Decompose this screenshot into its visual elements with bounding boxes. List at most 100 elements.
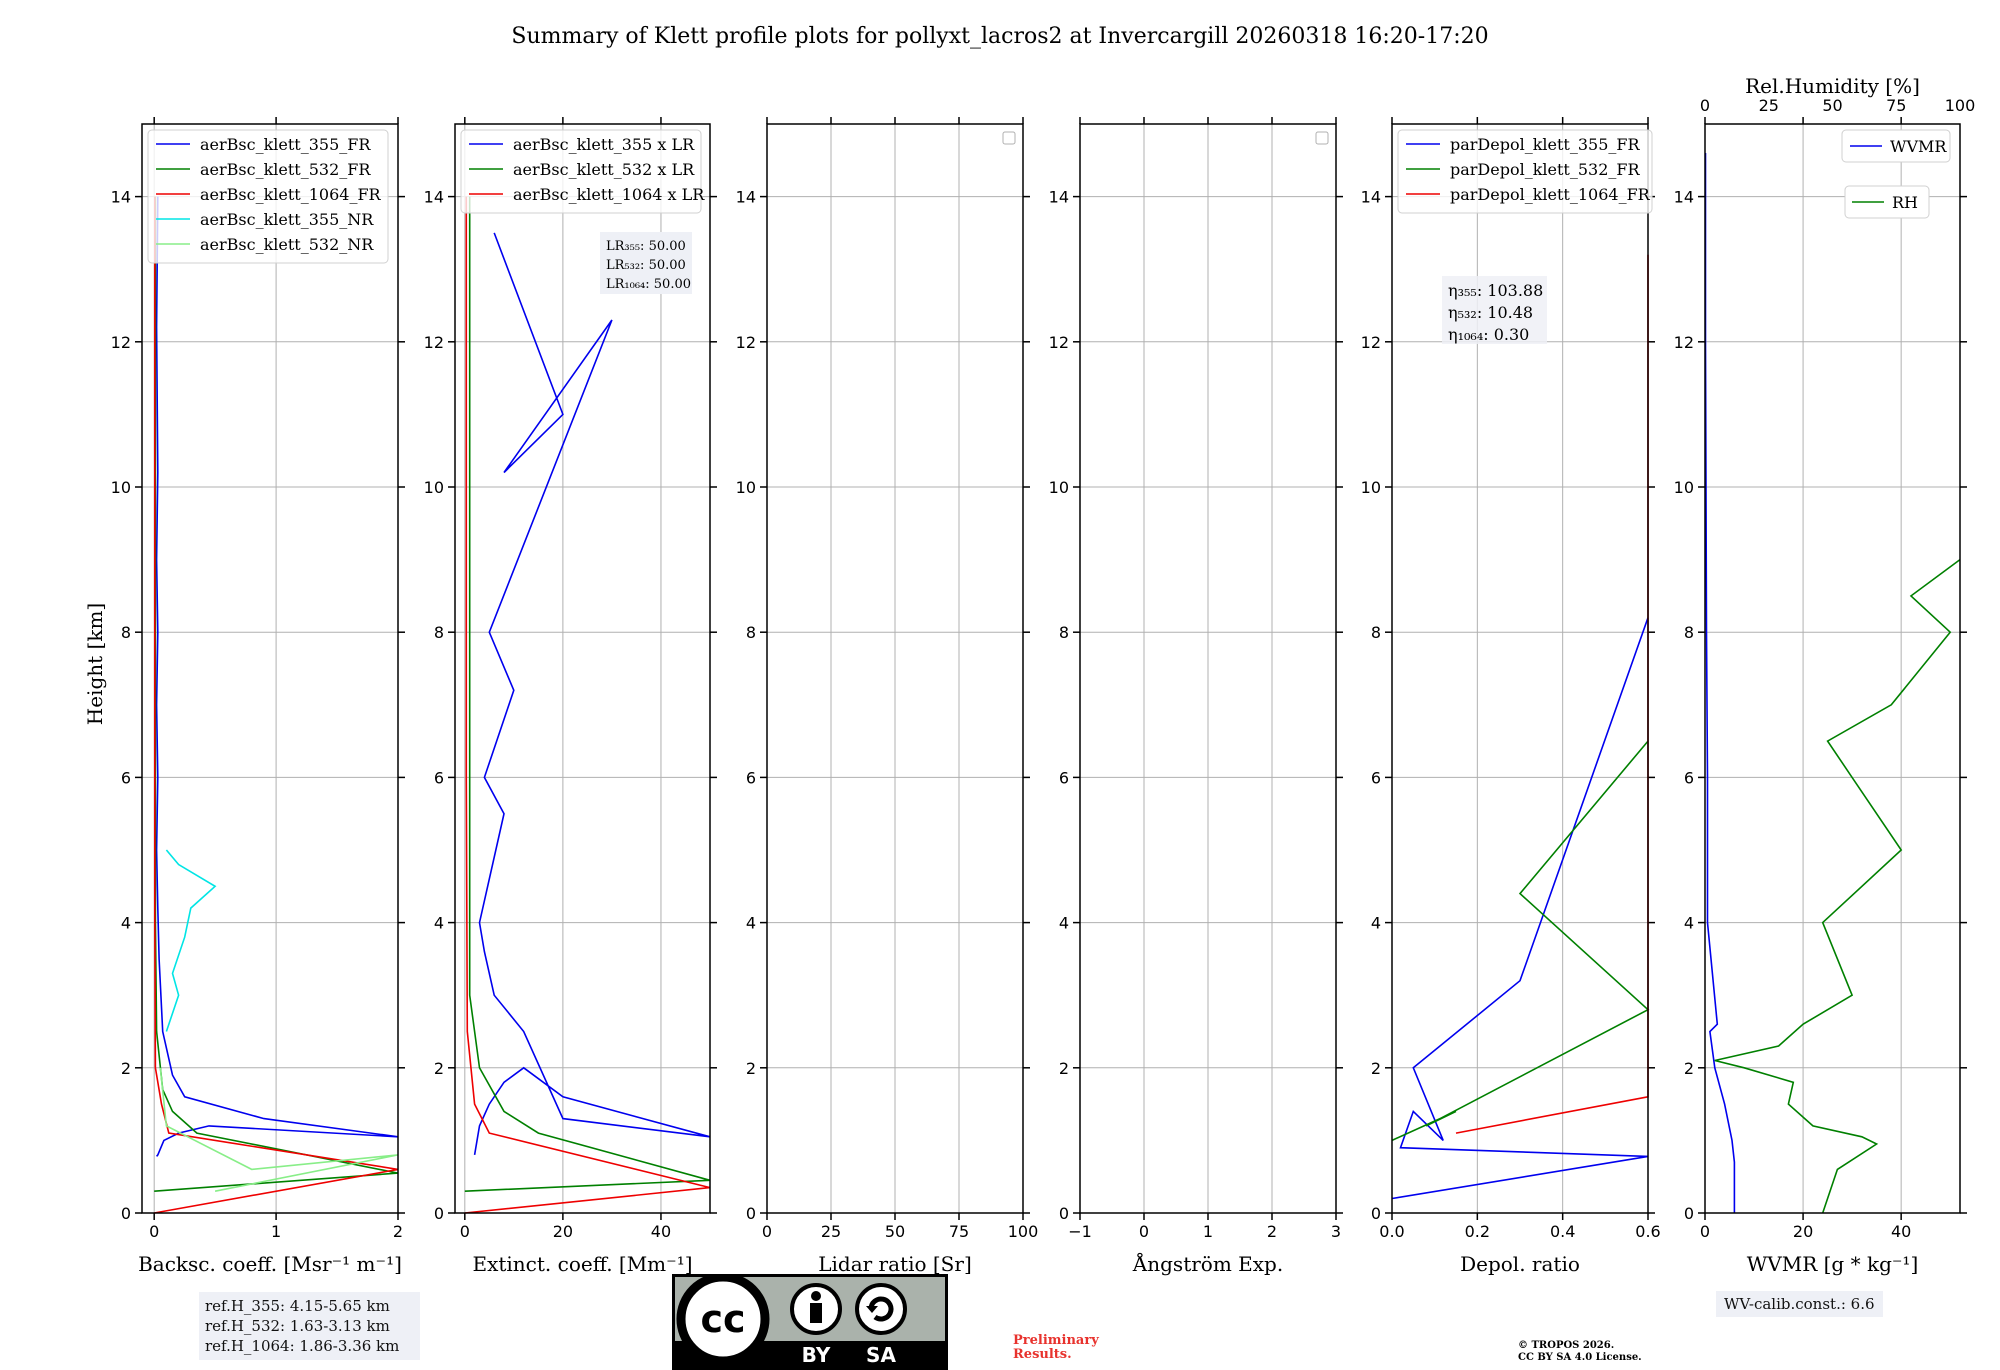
x-tick-label: 1 bbox=[271, 1222, 281, 1241]
legend-box bbox=[460, 129, 702, 214]
wv-calibration-box: WV-calib.const.: 6.6 bbox=[1716, 1291, 1883, 1317]
copyright-line-1: © TROPOS 2026. bbox=[1518, 1340, 1615, 1351]
empty-legend-box bbox=[1315, 131, 1329, 145]
preliminary-results-note: Preliminary Results. bbox=[1013, 1334, 1099, 1362]
rh-tick-label: 75 bbox=[1886, 96, 1906, 115]
axes-frame bbox=[1079, 123, 1337, 1214]
sa-label: SA bbox=[866, 1343, 896, 1367]
series-aerbsc-klett-532-nr bbox=[159, 1067, 399, 1192]
legend-entry: aerBsc_klett_355_NR bbox=[200, 210, 374, 229]
y-tick-label: 10 bbox=[1361, 478, 1381, 497]
x-tick-label: 3 bbox=[1331, 1222, 1341, 1241]
x-tick-label: 0.2 bbox=[1465, 1222, 1490, 1241]
axes-frame bbox=[1704, 123, 1961, 1214]
y-tick-label: 0 bbox=[121, 1204, 131, 1223]
y-tick-label: 6 bbox=[746, 768, 756, 787]
y-tick-label: 10 bbox=[1674, 478, 1694, 497]
y-tick-label: 6 bbox=[1684, 768, 1694, 787]
x-tick-label: 2 bbox=[1267, 1222, 1277, 1241]
y-tick-label: 8 bbox=[434, 623, 444, 642]
series-wvmr bbox=[1704, 153, 1736, 1213]
y-tick-label: 8 bbox=[121, 623, 131, 642]
rh-tick-label: 50 bbox=[1822, 96, 1842, 115]
lidar-ratio-box bbox=[600, 232, 692, 294]
x-tick-label: 1 bbox=[1203, 1222, 1213, 1241]
x-axis-label: Depol. ratio bbox=[1460, 1252, 1580, 1276]
y-tick-label: 6 bbox=[1059, 768, 1069, 787]
preliminary-line-2: Results. bbox=[1013, 1347, 1072, 1362]
x-tick-label: 0 bbox=[1700, 1222, 1710, 1241]
rh-tick-label: 25 bbox=[1759, 96, 1779, 115]
by-label: BY bbox=[802, 1343, 831, 1367]
preliminary-line-1: Preliminary bbox=[1013, 1333, 1099, 1348]
y-axis-label: Height [km] bbox=[83, 603, 107, 725]
rh-axis-label: Rel.Humidity [%] bbox=[1745, 74, 1920, 98]
y-tick-label: 4 bbox=[1059, 914, 1069, 933]
x-tick-label: 40 bbox=[651, 1222, 671, 1241]
axes-frame bbox=[454, 123, 711, 1214]
rh-tick-label: 100 bbox=[1945, 96, 1976, 115]
x-tick-label: 25 bbox=[821, 1222, 841, 1241]
y-tick-label: 4 bbox=[746, 914, 756, 933]
y-tick-label: 12 bbox=[111, 333, 131, 352]
y-tick-label: 14 bbox=[1361, 188, 1381, 207]
legend-entry: parDepol_klett_1064_FR bbox=[1450, 185, 1651, 204]
y-tick-label: 2 bbox=[121, 1059, 131, 1078]
copyright-note: © TROPOS 2026. CC BY SA 4.0 License. bbox=[1518, 1340, 1642, 1364]
rh-legend bbox=[1844, 185, 1930, 219]
y-tick-label: 2 bbox=[1371, 1059, 1381, 1078]
y-tick-label: 2 bbox=[1059, 1059, 1069, 1078]
series-pardepol-klett-532-fr bbox=[1391, 740, 1650, 1142]
legend-box bbox=[1397, 129, 1653, 214]
y-tick-label: 4 bbox=[121, 914, 131, 933]
x-tick-label: −1 bbox=[1068, 1222, 1092, 1241]
series-pardepol-klett-355-fr bbox=[1391, 617, 1649, 1200]
y-tick-label: 8 bbox=[1059, 623, 1069, 642]
eta-e355: η₃₅₅: 103.88 bbox=[1448, 281, 1543, 300]
y-tick-label: 2 bbox=[1684, 1059, 1694, 1078]
y-tick-label: 4 bbox=[1684, 914, 1694, 933]
x-tick-label: 20 bbox=[1793, 1222, 1813, 1241]
legend-box bbox=[147, 129, 389, 264]
series-aerbsc-klett-355-nr bbox=[165, 849, 217, 1032]
y-tick-label: 12 bbox=[736, 333, 756, 352]
wvmr-legend bbox=[1841, 129, 1951, 163]
series-pardepol-klett-1064-fr bbox=[1455, 254, 1649, 1134]
y-tick-label: 10 bbox=[736, 478, 756, 497]
y-tick-label: 6 bbox=[434, 768, 444, 787]
y-tick-label: 4 bbox=[1371, 914, 1381, 933]
x-axis-label: Extinct. coeff. [Mm⁻¹] bbox=[472, 1252, 692, 1276]
x-tick-label: 20 bbox=[553, 1222, 573, 1241]
cc-icon-text: cc bbox=[700, 1297, 745, 1341]
y-tick-label: 6 bbox=[121, 768, 131, 787]
series-aerbsc-klett-532-x-lr bbox=[464, 196, 711, 1192]
series-aerbsc-klett-355-x-lr bbox=[473, 232, 711, 1156]
lidar-ratio-lr1064: LR₁₀₆₄: 50.00 bbox=[606, 277, 691, 292]
axes-frame bbox=[141, 123, 399, 1214]
eta-e1064: η₁₀₆₄: 0.30 bbox=[1448, 325, 1529, 344]
panel-3: 0 25 50 75 100 0 2 4 6 8 10 12 14 Lidar ratio [Sr] bbox=[736, 117, 1039, 1276]
x-tick-label: 75 bbox=[949, 1222, 969, 1241]
y-tick-label: 0 bbox=[746, 1204, 756, 1223]
x-tick-label: 40 bbox=[1891, 1222, 1911, 1241]
series-rh bbox=[1714, 558, 1961, 1214]
x-tick-label: 0 bbox=[460, 1222, 470, 1241]
legend-entry: parDepol_klett_532_FR bbox=[1450, 160, 1641, 179]
x-tick-label: 100 bbox=[1008, 1222, 1039, 1241]
y-tick-label: 0 bbox=[1059, 1204, 1069, 1223]
y-tick-label: 0 bbox=[1371, 1204, 1381, 1223]
legend-entry: aerBsc_klett_532_NR bbox=[200, 235, 374, 254]
y-tick-label: 2 bbox=[746, 1059, 756, 1078]
y-tick-label: 12 bbox=[1674, 333, 1694, 352]
y-tick-label: 0 bbox=[1684, 1204, 1694, 1223]
legend-entry: parDepol_klett_355_FR bbox=[1450, 135, 1641, 154]
x-tick-label: 0.6 bbox=[1635, 1222, 1660, 1241]
y-tick-label: 12 bbox=[424, 333, 444, 352]
series-aerbsc-klett-355-fr bbox=[155, 196, 399, 1157]
y-tick-label: 8 bbox=[746, 623, 756, 642]
lidar-ratio-lr355: LR₃₅₅: 50.00 bbox=[606, 239, 686, 254]
y-tick-label: 4 bbox=[434, 914, 444, 933]
y-tick-label: 14 bbox=[424, 188, 444, 207]
